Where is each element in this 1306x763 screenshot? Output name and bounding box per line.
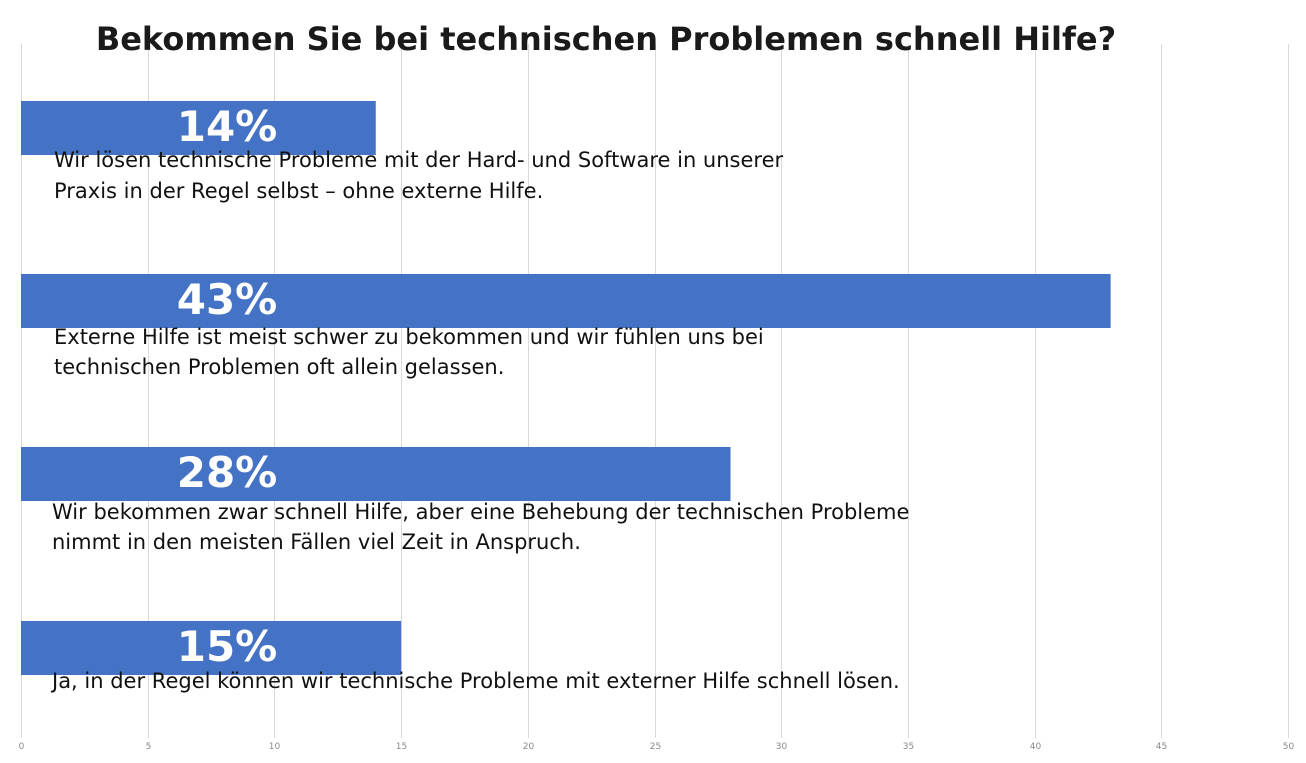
bar-4 bbox=[21, 621, 402, 675]
bars-layer: 14%Wir lösen technische Probleme mit der… bbox=[21, 101, 1111, 693]
bar-data-label-1: 14% bbox=[177, 102, 278, 151]
tick-labels: 0 5 10 15 20 25 30 35 40 45 50 bbox=[19, 742, 1295, 752]
x-tick-label-15: 15 bbox=[396, 742, 407, 752]
category-label-2-line-1: Externe Hilfe ist meist schwer zu bekomm… bbox=[54, 325, 764, 349]
category-label-1-line-2: Praxis in der Regel selbst – ohne extern… bbox=[54, 179, 543, 203]
category-label-1-line-1: Wir lösen technische Probleme mit der Ha… bbox=[54, 148, 784, 172]
bar-1 bbox=[21, 101, 376, 155]
bar-2 bbox=[21, 274, 1111, 328]
x-tick-label-45: 45 bbox=[1156, 742, 1167, 752]
x-tick-label-40: 40 bbox=[1030, 742, 1042, 752]
category-label-2: Externe Hilfe ist meist schwer zu bekomm… bbox=[54, 325, 764, 379]
x-tick-label-35: 35 bbox=[903, 742, 914, 752]
x-tick-label-50: 50 bbox=[1283, 742, 1295, 752]
category-label-4-line-1: Ja, in der Regel können wir technische P… bbox=[50, 669, 900, 693]
grid-layer bbox=[21, 44, 1289, 738]
x-tick-label-5: 5 bbox=[146, 742, 152, 752]
bar-data-label-2: 43% bbox=[177, 275, 278, 324]
x-tick-label-30: 30 bbox=[776, 742, 788, 752]
chart-title: Bekommen Sie bei technischen Problemen s… bbox=[96, 20, 1116, 58]
bar-data-label-3: 28% bbox=[177, 448, 278, 497]
category-label-1: Wir lösen technische Probleme mit der Ha… bbox=[54, 148, 784, 203]
category-label-4: Ja, in der Regel können wir technische P… bbox=[50, 669, 900, 693]
category-label-3-line-1: Wir bekommen zwar schnell Hilfe, aber ei… bbox=[52, 500, 909, 524]
category-label-2-line-2: technischen Problemen oft allein gelasse… bbox=[54, 355, 504, 379]
x-tick-label-25: 25 bbox=[650, 742, 661, 752]
category-label-3-line-2: nimmt in den meisten Fällen viel Zeit in… bbox=[52, 530, 581, 554]
bar-3 bbox=[21, 447, 731, 501]
x-tick-label-10: 10 bbox=[269, 742, 281, 752]
category-label-3: Wir bekommen zwar schnell Hilfe, aber ei… bbox=[52, 500, 909, 554]
x-tick-label-20: 20 bbox=[523, 742, 535, 752]
x-tick-label-0: 0 bbox=[19, 742, 25, 752]
bar-data-label-4: 15% bbox=[177, 622, 278, 671]
